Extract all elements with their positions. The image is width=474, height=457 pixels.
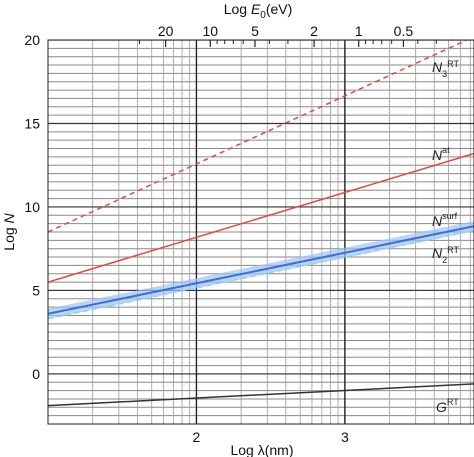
series-layer (48, 40, 474, 407)
x-tick-label: 2 (193, 429, 201, 445)
series-label-grt: GRT (436, 397, 459, 415)
series-n-surf-line (48, 225, 474, 315)
top-tick-labels: 0.5 1 2 5 10 20 (138, 23, 437, 47)
x-tick-label: 3 (341, 429, 349, 445)
top-tick-label: 10 (203, 23, 219, 39)
y-tick-labels: 0 5 10 15 20 (24, 32, 40, 382)
top-tick-label: 0.5 (394, 23, 414, 39)
series-g-rt-line (48, 383, 474, 407)
series-n-at-line (48, 152, 474, 283)
top-axis-title: Log E0(eV) (224, 1, 293, 21)
y-tick-label: 0 (32, 366, 40, 382)
y-tick-label: 20 (24, 32, 40, 48)
y-axis-title: Log N (1, 212, 17, 250)
top-tick-label: 5 (251, 23, 259, 39)
major-grid (48, 40, 474, 424)
series-label-nat: Nat (432, 145, 450, 163)
series-n2-rt-line (48, 229, 474, 320)
x-axis-title: Log λ(nm) (230, 442, 293, 457)
y-tick-label: 5 (32, 282, 40, 298)
top-tick-label: 2 (310, 23, 318, 39)
y-tick-label: 15 (24, 115, 40, 131)
series-n3-rt-line (48, 40, 469, 233)
y-tick-label: 10 (24, 199, 40, 215)
top-tick-label: 1 (355, 23, 363, 39)
series-label-n2rt: N2RT (432, 245, 459, 265)
top-tick-label: 20 (158, 23, 174, 39)
series-label-nsurf: Nsurf (432, 211, 458, 229)
plot-frame (47, 39, 474, 425)
series-label-n3rt: N3RT (432, 59, 459, 79)
